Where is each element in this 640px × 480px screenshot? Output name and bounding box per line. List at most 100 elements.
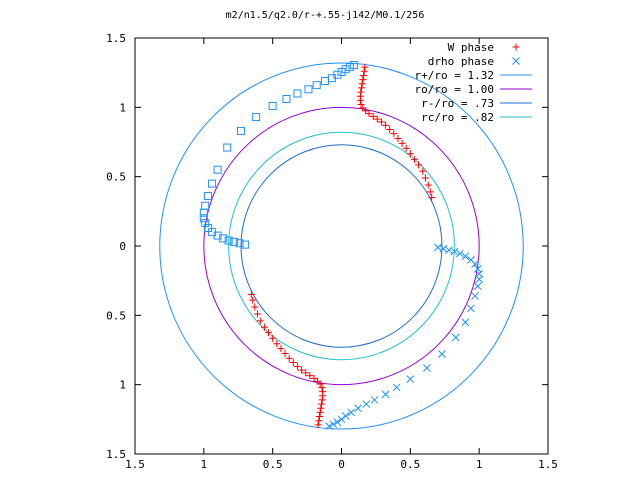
circle-layer (159, 62, 524, 430)
series-3-point (219, 234, 228, 243)
series-1-point (314, 421, 322, 429)
series-1-point (360, 67, 368, 75)
series-2-point (406, 375, 415, 383)
series-2-point (354, 404, 362, 413)
series-2-point (456, 249, 464, 258)
series-2-point (329, 420, 338, 429)
series-2-point (473, 282, 482, 291)
series-2-point (434, 243, 442, 252)
series-1-point (269, 334, 277, 342)
series-1-point (419, 167, 427, 175)
series-1-point (398, 139, 406, 147)
series-2-point (439, 244, 448, 253)
series-1-point (317, 404, 325, 412)
series-2-point (451, 333, 460, 342)
series-1-point (277, 345, 285, 353)
legend-label: rc/ro = .82 (421, 111, 494, 124)
series-2-point (471, 260, 479, 268)
series-1-point (247, 291, 255, 299)
series-2-point (337, 415, 346, 424)
legend-label: r+/ro = 1.32 (415, 69, 494, 82)
x-tick-label: 0.5 (263, 458, 283, 471)
series-2-point (325, 422, 333, 431)
series-1-point (260, 323, 268, 331)
series-1-point (289, 358, 297, 366)
series-1-point (254, 310, 262, 318)
series-3-point (223, 143, 232, 152)
series-3-point (345, 63, 354, 72)
series-1-point (251, 303, 259, 311)
series-1-point (293, 363, 301, 371)
series-1-point (386, 126, 394, 134)
series-3-point (241, 240, 250, 249)
series-3-point (203, 223, 212, 232)
series-2-point (450, 247, 459, 256)
series-1-point (373, 115, 381, 123)
series-3-point (333, 70, 342, 79)
series-1-point (256, 317, 264, 325)
series-1-point (415, 161, 423, 169)
y-tick-label: 1.5 (106, 32, 126, 45)
y-tick-label: 0 (119, 240, 126, 253)
circle-2 (203, 106, 480, 386)
series-3-point (208, 179, 217, 188)
series-1-point (249, 296, 257, 304)
legend-label: drho phase (428, 55, 494, 68)
x-tick-label: 1.5 (538, 458, 558, 471)
series-3-point (201, 219, 210, 228)
chart-title: m2/n1.5/q2.0/r-+.55-j142/M0.1/256 (226, 10, 425, 21)
marker-layer (199, 61, 484, 431)
series-1-point (357, 84, 365, 92)
circle-1 (159, 62, 524, 430)
series-3-point (268, 101, 277, 110)
series-3-point (293, 89, 302, 98)
y-tick-label: 1 (119, 101, 126, 114)
series-2-point (475, 269, 484, 278)
series-1-point (365, 110, 373, 118)
legend-label: ro/ro = 1.00 (415, 83, 494, 96)
series-2-point (467, 304, 475, 313)
x-tick-label: 0.5 (400, 458, 420, 471)
series-1-point (402, 144, 410, 152)
series-1-point (390, 130, 398, 138)
series-2-point (333, 418, 342, 426)
series-3-point (304, 85, 313, 94)
series-3-point (235, 239, 244, 248)
series-2-point (445, 246, 453, 255)
series-1-point (357, 101, 365, 109)
legend-key (512, 43, 520, 51)
series-3-point (312, 81, 321, 90)
series-2-point (461, 318, 470, 327)
series-1-point (285, 354, 293, 362)
series-3-point (213, 165, 222, 174)
series-1-point (298, 366, 306, 374)
series-1-point (377, 118, 385, 126)
series-3-point (349, 61, 358, 70)
circle-3 (240, 144, 443, 348)
series-3-point (252, 113, 261, 122)
x-tick-label: 1.5 (125, 458, 145, 471)
series-1-point (360, 71, 368, 79)
series-1-point (410, 155, 418, 163)
series-1-point (319, 388, 327, 396)
x-tick-label: 1 (476, 458, 483, 471)
tick-layer: 1.5 1 0.5 0 0.5 1 1.51.510.500.511.5 (106, 32, 558, 471)
series-1-point (302, 369, 310, 377)
series-1-point (394, 135, 402, 143)
series-1-point (315, 417, 323, 425)
y-tick-label: 0.5 (106, 309, 126, 322)
legend-key (512, 57, 520, 65)
series-1-point (369, 112, 377, 120)
series-3-point (203, 192, 212, 201)
y-tick-label: 1 (119, 379, 126, 392)
series-3-point (237, 126, 246, 135)
series-1-point (421, 174, 429, 182)
series-2-point (438, 350, 446, 359)
series-3-point (282, 95, 291, 104)
series-2-point (347, 408, 355, 417)
series-3-point (230, 237, 239, 246)
x-tick-label: 1 (201, 458, 208, 471)
series-2-point (381, 390, 390, 399)
